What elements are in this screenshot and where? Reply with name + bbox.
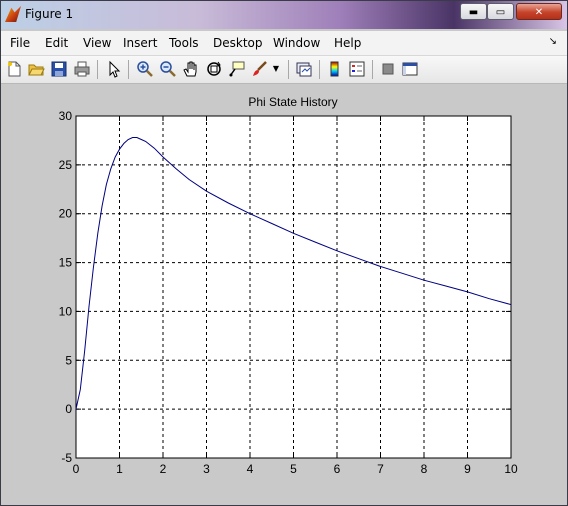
chart-title: Phi State History [248,95,337,109]
rotate-3d-icon[interactable] [205,60,223,78]
x-tick-label: 1 [116,462,123,476]
menu-file[interactable]: File [10,36,31,50]
y-tick-label: 20 [59,207,73,221]
x-tick-label: 8 [421,462,428,476]
x-tick-label: 9 [464,462,471,476]
x-tick-label: 10 [504,462,518,476]
menu-insert[interactable]: Insert [123,36,158,50]
legend-icon[interactable] [348,60,366,78]
y-tick-label: 0 [65,402,72,416]
menu-window[interactable]: Window [273,36,321,50]
matlab-logo-icon [5,6,21,22]
plot-canvas: Phi State History 0 1 2 3 4 5 6 7 8 9 10 -50510152… [59,95,518,476]
pointer-icon[interactable] [105,60,123,78]
window-title: Figure 1 [25,7,74,21]
toolbar-separator [319,60,320,79]
y-tick-label: 5 [65,353,72,367]
x-tick-labels: 0 1 2 3 4 5 6 7 8 9 10 [73,462,518,476]
x-tick-label: 6 [334,462,341,476]
colorbar-icon[interactable] [326,60,344,78]
minimize-button[interactable]: ▬ [460,3,487,20]
figure-toolbar: ▼ [1,56,567,84]
y-tick-label: 10 [59,304,73,318]
new-figure-icon[interactable] [5,60,23,78]
menu-tools[interactable]: Tools [169,36,199,50]
series-line-phi [75,137,512,410]
print-icon[interactable] [73,60,91,78]
brush-icon[interactable] [251,60,269,78]
data-cursor-icon[interactable] [228,60,246,78]
menu-view[interactable]: View [83,36,112,50]
menu-overflow-icon[interactable]: ↘ [548,36,557,47]
menu-edit[interactable]: Edit [45,36,69,50]
y-tick-labels: -5 0 5 10 15 20 25 30 [59,109,73,465]
x-tick-label: 0 [73,462,80,476]
zoom-out-icon[interactable] [159,60,177,78]
menu-desktop[interactable]: Desktop [213,36,263,50]
tick-marks [75,115,512,459]
open-file-icon[interactable] [27,60,45,78]
brush-dropdown-icon[interactable]: ▼ [272,64,280,73]
x-tick-label: 5 [290,462,297,476]
y-tick-label: 25 [59,158,73,172]
title-bar[interactable]: Figure 1 ▬ ▭ ✕ [1,1,567,29]
y-tick-label: 30 [59,109,73,123]
toolbar-separator [97,60,98,79]
close-button[interactable]: ✕ [516,3,562,20]
toolbar-separator [288,60,289,79]
toolbar-separator [372,60,373,79]
show-plot-tools-icon[interactable] [401,60,419,78]
y-tick-label: 15 [59,256,73,270]
hide-plot-tools-icon[interactable] [379,60,397,78]
x-tick-label: 2 [160,462,167,476]
y-tick-label: -5 [61,451,72,465]
grid-lines [76,116,511,458]
x-tick-label: 7 [377,462,384,476]
pan-hand-icon[interactable] [182,60,200,78]
zoom-in-icon[interactable] [136,60,154,78]
menu-help[interactable]: Help [334,36,362,50]
menu-bar: File Edit View Insert Tools Desktop Wind… [1,31,567,56]
maximize-button[interactable]: ▭ [487,3,514,20]
x-tick-label: 4 [247,462,254,476]
x-tick-label: 3 [203,462,210,476]
toolbar-separator [128,60,129,79]
link-plot-icon[interactable] [295,60,313,78]
save-icon[interactable] [50,60,68,78]
